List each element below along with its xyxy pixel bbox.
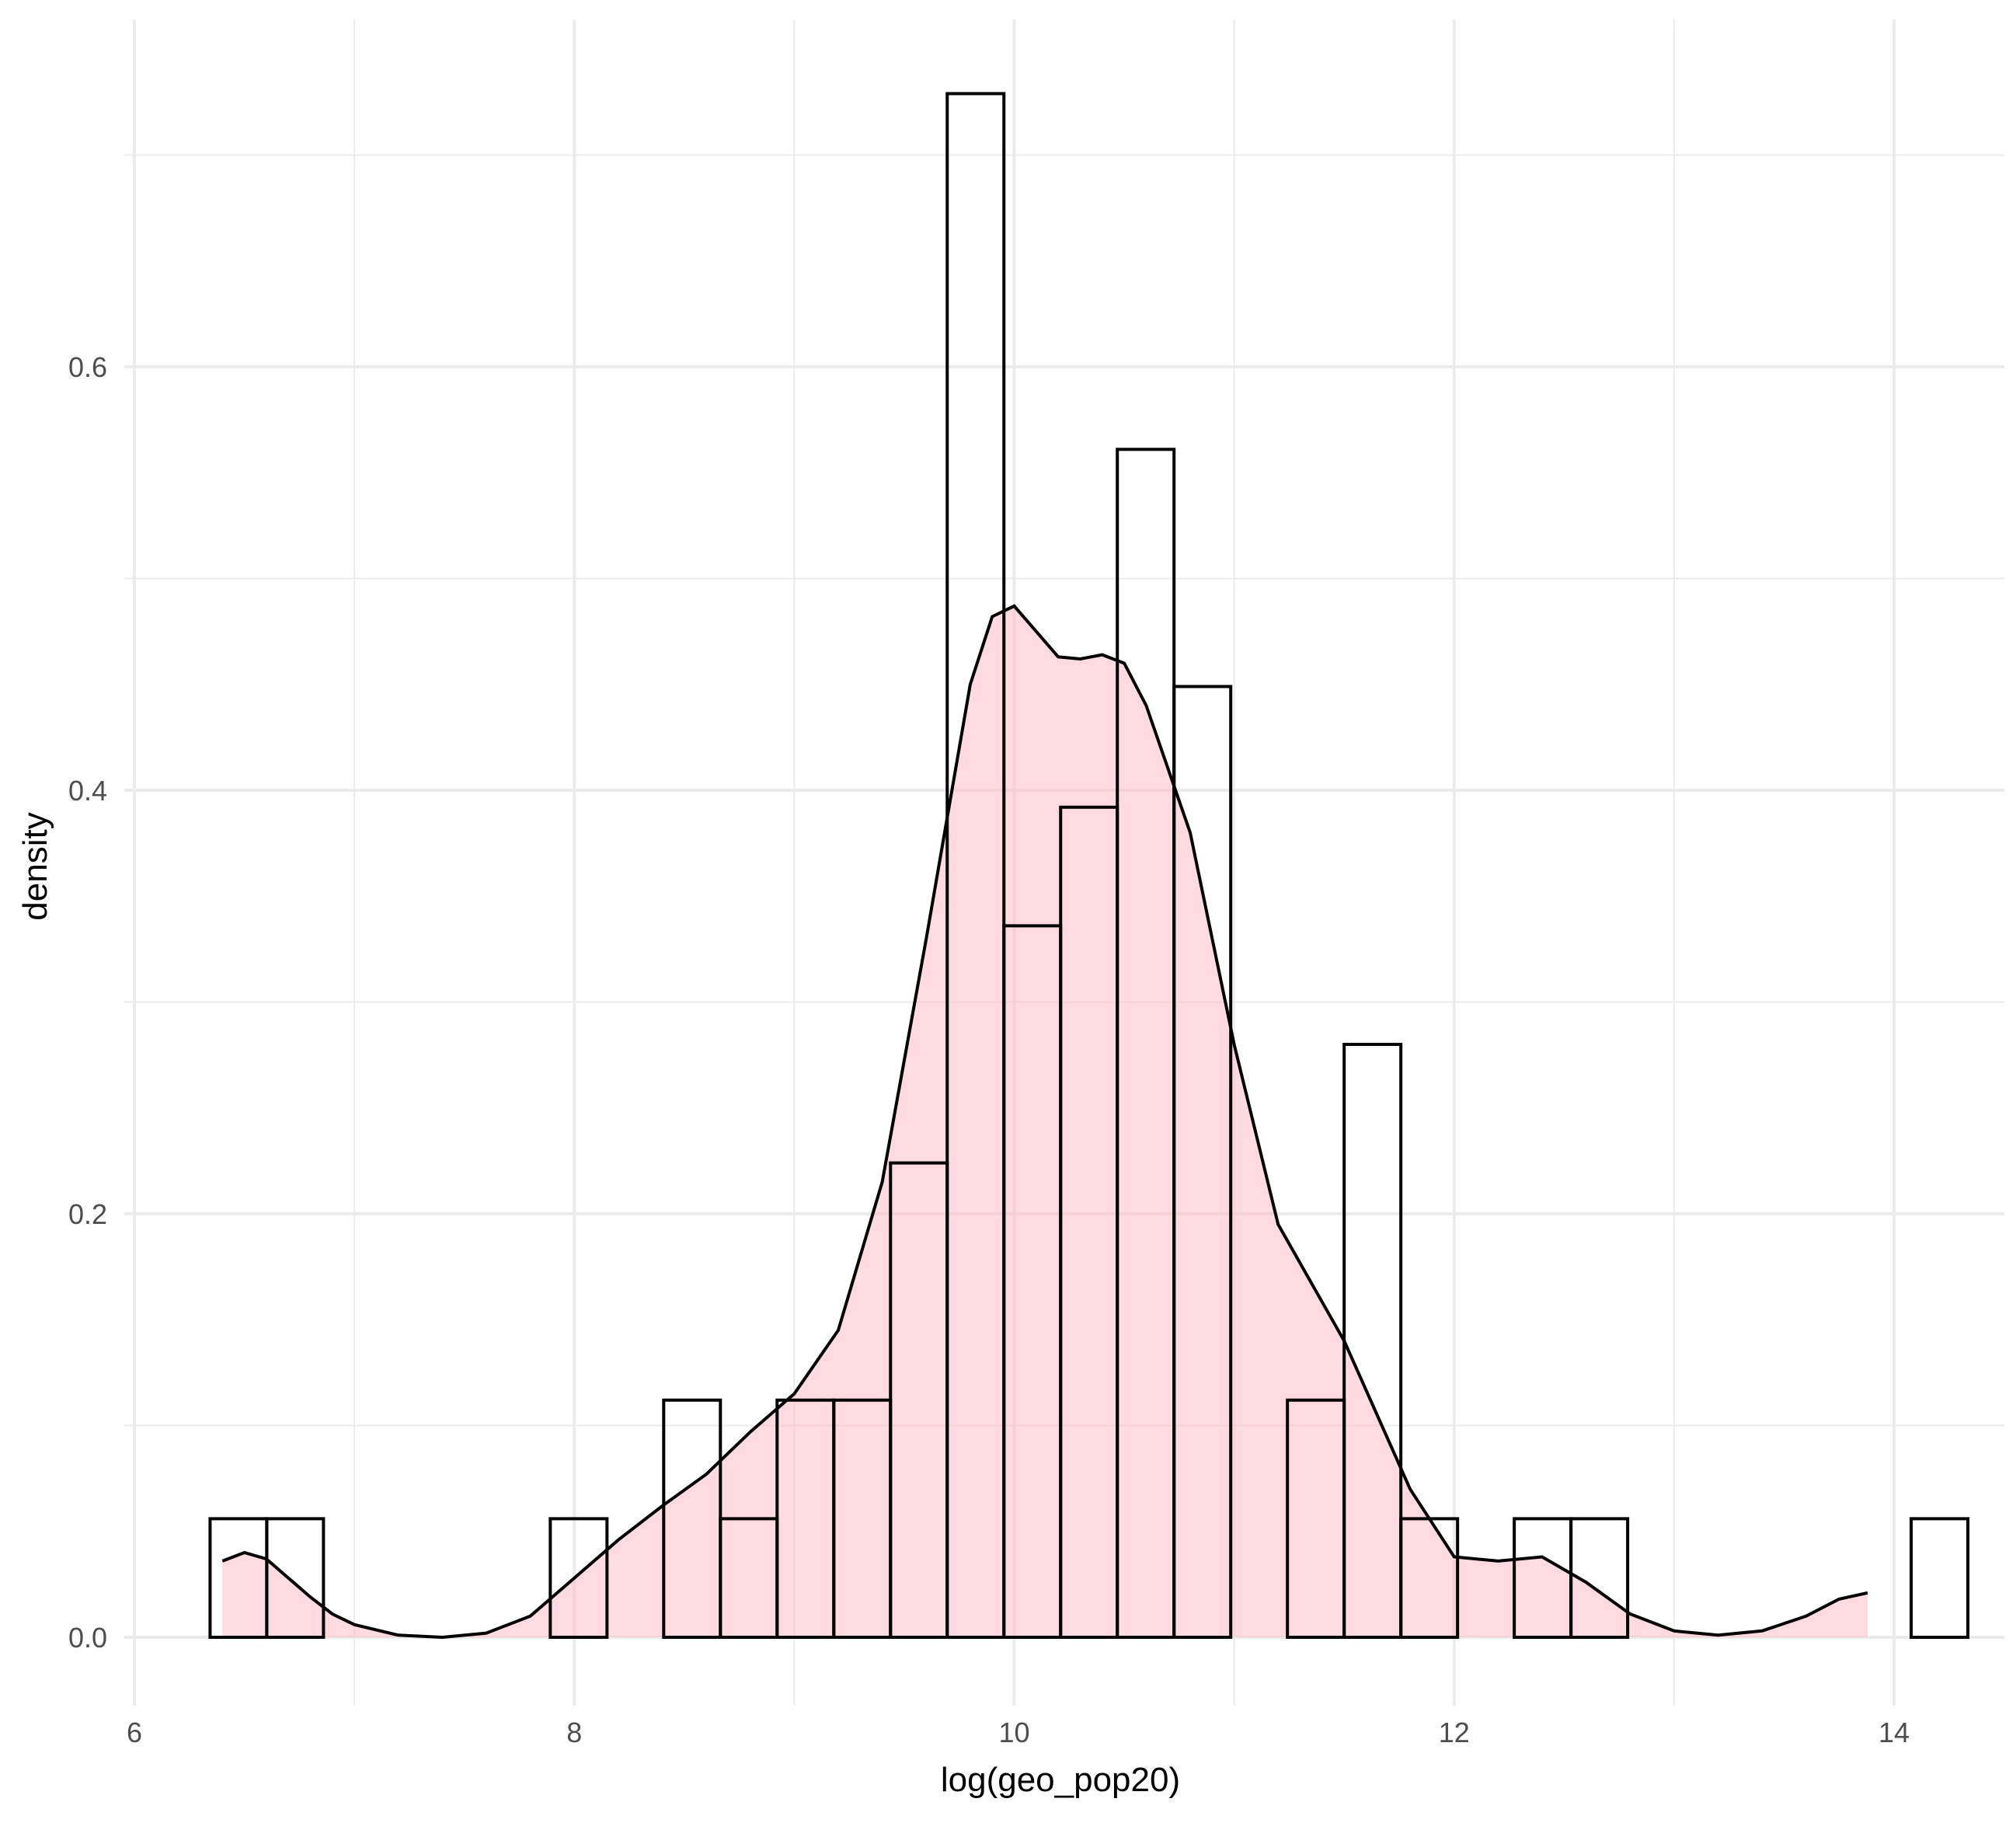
histogram-bar [548,1517,609,1640]
x-tick-label: 14 [1878,1717,1910,1748]
x-axis-tick-labels: 6 8 10 12 14 [127,1717,1910,1748]
x-tick-label: 12 [1439,1717,1470,1748]
y-tick-label: 0.0 [68,1622,107,1654]
density-area [222,605,1868,1637]
histogram-bar [1910,1517,1970,1640]
x-tick-label: 10 [998,1717,1029,1748]
y-tick-label: 0.2 [68,1198,107,1230]
x-tick-label: 8 [566,1717,582,1748]
histogram-bar [265,1517,326,1640]
x-tick-label: 6 [127,1717,142,1748]
histogram-bar [1569,1517,1630,1640]
x-axis-title: log(geo_pop20) [941,1761,1180,1799]
histogram-bar [945,92,1006,1640]
y-tick-label: 0.6 [68,351,107,383]
y-axis-title: density [16,812,54,920]
y-tick-label: 0.4 [68,775,107,807]
density-curve [221,604,1868,1640]
histogram-bar [1172,685,1233,1639]
y-axis-tick-labels: 0.0 0.2 0.4 0.6 [68,351,107,1654]
